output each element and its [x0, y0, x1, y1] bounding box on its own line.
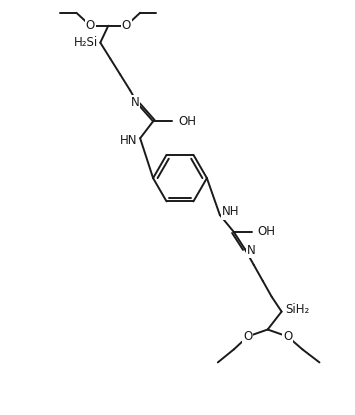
Text: HN: HN	[120, 134, 137, 147]
Text: OH: OH	[178, 115, 196, 128]
Text: NH: NH	[222, 205, 239, 218]
Text: O: O	[243, 330, 252, 343]
Text: N: N	[130, 96, 139, 109]
Text: SiH₂: SiH₂	[285, 303, 310, 316]
Text: OH: OH	[258, 225, 276, 238]
Text: O: O	[86, 19, 95, 32]
Text: O: O	[283, 330, 292, 343]
Text: H₂Si: H₂Si	[74, 36, 98, 49]
Text: O: O	[121, 19, 131, 32]
Text: N: N	[247, 244, 256, 257]
